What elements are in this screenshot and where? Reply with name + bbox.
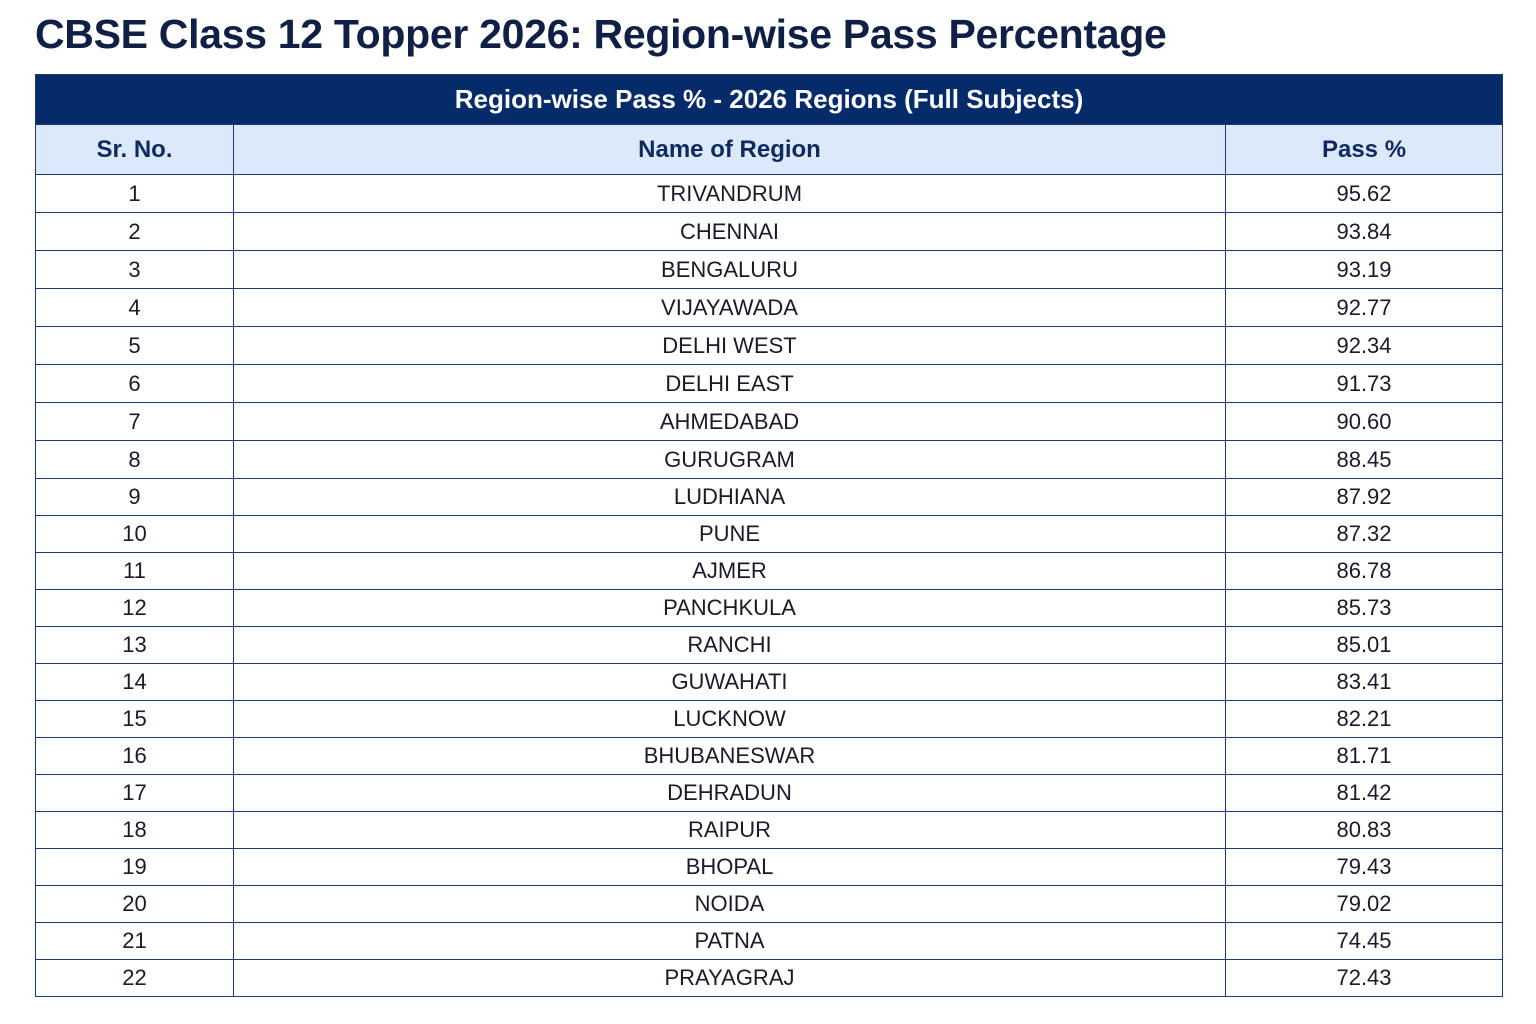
table-row: 19 BHOPAL 79.43 — [35, 848, 1504, 886]
region-cell: PATNA — [233, 922, 1226, 960]
sr-no-cell: 4 — [35, 288, 234, 327]
region-cell: PANCHKULA — [233, 589, 1226, 627]
pass-cell: 85.01 — [1224, 626, 1504, 664]
pass-cell: 79.02 — [1224, 885, 1504, 923]
pass-cell: 83.41 — [1224, 663, 1504, 701]
table-row: 14 GUWAHATI 83.41 — [35, 663, 1504, 701]
table-row: 21 PATNA 74.45 — [35, 922, 1504, 960]
region-cell: PRAYAGRAJ — [233, 959, 1226, 997]
table-row: 7 AHMEDABAD 90.60 — [35, 402, 1504, 441]
pass-cell: 92.77 — [1224, 288, 1504, 327]
sr-no-cell: 9 — [35, 478, 234, 516]
pass-cell: 82.21 — [1224, 700, 1504, 738]
sr-no-cell: 21 — [35, 922, 234, 960]
table-row: 9 LUDHIANA 87.92 — [35, 478, 1504, 516]
sr-no-cell: 10 — [35, 515, 234, 553]
sr-no-cell: 7 — [35, 402, 234, 441]
pass-cell: 91.73 — [1224, 364, 1504, 403]
pass-cell: 93.19 — [1224, 250, 1504, 289]
table-row: 6 DELHI EAST 91.73 — [35, 364, 1504, 403]
region-cell: PUNE — [233, 515, 1226, 553]
table-row: 22 PRAYAGRAJ 72.43 — [35, 959, 1504, 997]
region-cell: LUCKNOW — [233, 700, 1226, 738]
page-title: CBSE Class 12 Topper 2026: Region-wise P… — [35, 11, 1167, 57]
table-row: 18 RAIPUR 80.83 — [35, 811, 1504, 849]
region-cell: CHENNAI — [233, 212, 1226, 251]
pass-cell: 72.43 — [1224, 959, 1504, 997]
table-row: 20 NOIDA 79.02 — [35, 885, 1504, 923]
pass-cell: 87.92 — [1224, 478, 1504, 516]
sr-no-cell: 13 — [35, 626, 234, 664]
sr-no-cell: 2 — [35, 212, 234, 251]
table-row: 8 GURUGRAM 88.45 — [35, 440, 1504, 479]
region-cell: DELHI EAST — [233, 364, 1226, 403]
region-cell: GUWAHATI — [233, 663, 1226, 701]
region-cell: BHUBANESWAR — [233, 737, 1226, 775]
pass-cell: 81.42 — [1224, 774, 1504, 812]
region-cell: AJMER — [233, 552, 1226, 590]
sr-no-cell: 15 — [35, 700, 234, 738]
sr-no-cell: 14 — [35, 663, 234, 701]
pass-cell: 93.84 — [1224, 212, 1504, 251]
region-cell: RANCHI — [233, 626, 1226, 664]
pass-cell: 74.45 — [1224, 922, 1504, 960]
sr-no-cell: 22 — [35, 959, 234, 997]
region-cell: TRIVANDRUM — [233, 174, 1226, 213]
table-row: 1 TRIVANDRUM 95.62 — [35, 174, 1504, 213]
column-header: Pass % — [1224, 124, 1504, 175]
sr-no-cell: 12 — [35, 589, 234, 627]
sr-no-cell: 16 — [35, 737, 234, 775]
table-row: 13 RANCHI 85.01 — [35, 626, 1504, 664]
table-body: 1 TRIVANDRUM 95.62 2 CHENNAI 93.84 3 BENGALURU 9… — [35, 174, 1504, 997]
pass-cell: 87.32 — [1224, 515, 1504, 553]
sr-no-cell: 6 — [35, 364, 234, 403]
pass-cell: 88.45 — [1224, 440, 1504, 479]
sr-no-cell: 5 — [35, 326, 234, 365]
table-head: Region-wise Pass % - 2026 Regions (Full … — [34, 74, 1504, 175]
pass-cell: 81.71 — [1224, 737, 1504, 775]
table-row: 11 AJMER 86.78 — [35, 552, 1504, 590]
region-cell: DELHI WEST — [233, 326, 1226, 365]
pass-cell: 95.62 — [1224, 174, 1504, 213]
region-cell: NOIDA — [233, 885, 1226, 923]
header-row: Sr. No. Name of Region Pass % — [35, 124, 1504, 175]
column-header: Name of Region — [233, 124, 1226, 175]
table-row: 2 CHENNAI 93.84 — [35, 212, 1504, 251]
sr-no-cell: 8 — [35, 440, 234, 479]
pass-cell: 79.43 — [1224, 848, 1504, 886]
pass-cell: 86.78 — [1224, 552, 1504, 590]
table-row: 5 DELHI WEST 92.34 — [35, 326, 1504, 365]
sr-no-cell: 20 — [35, 885, 234, 923]
table-row: 4 VIJAYAWADA 92.77 — [35, 288, 1504, 327]
pass-cell: 85.73 — [1224, 589, 1504, 627]
table-row: 16 BHUBANESWAR 81.71 — [35, 737, 1504, 775]
table-caption: Region-wise Pass % - 2026 Regions (Full … — [34, 74, 1504, 125]
pass-cell: 80.83 — [1224, 811, 1504, 849]
region-cell: BHOPAL — [233, 848, 1226, 886]
table-row: 17 DEHRADUN 81.42 — [35, 774, 1504, 812]
table-row: 15 LUCKNOW 82.21 — [35, 700, 1504, 738]
sr-no-cell: 17 — [35, 774, 234, 812]
region-cell: DEHRADUN — [233, 774, 1226, 812]
sr-no-cell: 3 — [35, 250, 234, 289]
pass-table: Region-wise Pass % - 2026 Regions (Full … — [34, 74, 1504, 997]
pass-cell: 92.34 — [1224, 326, 1504, 365]
caption-row: Region-wise Pass % - 2026 Regions (Full … — [34, 74, 1504, 125]
pass-cell: 90.60 — [1224, 402, 1504, 441]
region-cell: AHMEDABAD — [233, 402, 1226, 441]
sr-no-cell: 11 — [35, 552, 234, 590]
sr-no-cell: 1 — [35, 174, 234, 213]
region-cell: RAIPUR — [233, 811, 1226, 849]
table-row: 3 BENGALURU 93.19 — [35, 250, 1504, 289]
region-cell: GURUGRAM — [233, 440, 1226, 479]
table-row: 12 PANCHKULA 85.73 — [35, 589, 1504, 627]
sr-no-cell: 18 — [35, 811, 234, 849]
column-header: Sr. No. — [35, 124, 234, 175]
region-cell: BENGALURU — [233, 250, 1226, 289]
region-cell: VIJAYAWADA — [233, 288, 1226, 327]
region-cell: LUDHIANA — [233, 478, 1226, 516]
sr-no-cell: 19 — [35, 848, 234, 886]
table-row: 10 PUNE 87.32 — [35, 515, 1504, 553]
